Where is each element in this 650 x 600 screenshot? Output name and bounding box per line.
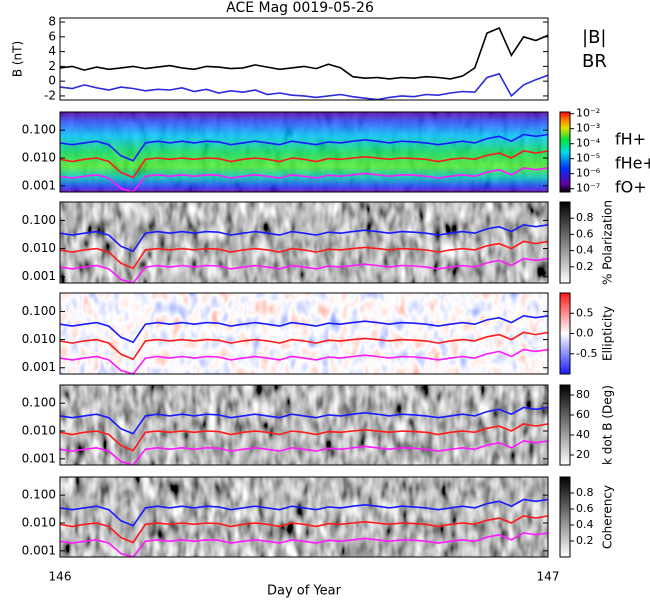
colorbar-tick-label: 80	[576, 388, 590, 401]
data-line	[60, 72, 548, 100]
y-tick-label: 0.100	[22, 396, 56, 410]
y-tick-label: 0.001	[22, 178, 56, 192]
legend-entry: fH+	[615, 130, 646, 149]
colorbar-tick-label: 0.6	[576, 502, 594, 515]
x-tick-label: 147	[537, 570, 560, 584]
plot-frame	[59, 111, 549, 193]
y-tick-label: -2	[44, 88, 56, 102]
colorbar	[559, 201, 571, 284]
legend-entry: BR	[582, 51, 607, 72]
colorbar-tick-label: 0.8	[576, 486, 594, 499]
colorbar-title: Ellipticity	[601, 306, 615, 361]
data-line	[60, 133, 548, 162]
y-tick-label: 0.001	[22, 269, 56, 283]
data-line	[60, 26, 548, 80]
plot-frame	[59, 292, 549, 375]
data-line	[60, 440, 548, 465]
colorbar-tick-label: 0.2	[576, 260, 594, 273]
y-tick-label: 0.100	[22, 213, 56, 227]
colorbar	[559, 111, 571, 193]
legend-entry: |B|	[582, 27, 606, 48]
y-tick-label: 8	[48, 15, 56, 29]
data-line	[60, 532, 548, 557]
y-tick-label: 0.100	[22, 304, 56, 318]
colorbar-title: k dot B (Deg)	[601, 385, 615, 465]
y-tick-label: 0.100	[22, 488, 56, 502]
data-line	[60, 150, 548, 179]
data-line	[60, 348, 548, 374]
colorbar	[559, 292, 571, 375]
colorbar-tick-label: 10⁻²	[576, 107, 600, 120]
chart-title: ACE Mag 0019-05-26	[226, 0, 374, 16]
y-tick-label: 4	[48, 44, 56, 58]
legend-entry: fO+	[615, 178, 647, 197]
y-tick-label: 0.010	[22, 516, 56, 530]
y-tick-label: 6	[48, 29, 56, 43]
y-axis-title: B (nT)	[11, 41, 25, 77]
y-tick-label: 0.100	[22, 123, 56, 137]
colorbar-tick-label: 10⁻⁶	[576, 167, 601, 180]
y-tick-label: 0.001	[22, 451, 56, 465]
data-line	[60, 331, 548, 361]
y-tick-label: 0.010	[22, 424, 56, 438]
data-line	[60, 167, 548, 192]
colorbar-tick-label: 20	[576, 448, 590, 461]
colorbar-tick-label: 10⁻⁴	[576, 137, 601, 150]
data-line	[60, 423, 548, 452]
colorbar-tick-label: 0.0	[576, 327, 594, 340]
legend-entry: fHe+	[615, 154, 650, 173]
data-line	[60, 240, 548, 270]
colorbar	[559, 476, 571, 558]
data-line	[60, 257, 548, 283]
y-tick-label: 0.001	[22, 543, 56, 557]
colorbar-tick-label: 0.6	[576, 227, 594, 240]
colorbar-tick-label: 0.8	[576, 211, 594, 224]
data-line	[60, 223, 548, 253]
y-tick-label: 0.001	[22, 360, 56, 374]
y-tick-label: 0.010	[22, 151, 56, 165]
plot-frame	[59, 476, 549, 558]
plot-frame	[59, 201, 549, 284]
plot-frame	[59, 17, 549, 101]
colorbar-title: % Polarization	[601, 200, 615, 285]
colorbar-tick-label: 0.4	[576, 244, 594, 257]
colorbar-tick-label: 10⁻⁷	[576, 182, 600, 195]
data-line	[60, 406, 548, 435]
colorbar-tick-label: 0.5	[576, 306, 594, 319]
colorbar-tick-label: 0.4	[576, 518, 594, 531]
data-line	[60, 498, 548, 527]
colorbar-tick-label: 0.2	[576, 534, 594, 547]
colorbar-tick-label: 10⁻⁵	[576, 152, 600, 165]
colorbar-tick-label: 40	[576, 428, 590, 441]
data-line	[60, 515, 548, 544]
x-axis-title: Day of Year	[267, 584, 342, 599]
y-tick-label: 2	[48, 59, 56, 73]
spectrogram-image	[60, 385, 548, 465]
data-line	[60, 314, 548, 344]
colorbar-tick-label: -0.5	[576, 347, 597, 360]
colorbar-tick-label: 10⁻³	[576, 122, 600, 135]
spectrogram-image	[60, 293, 548, 374]
x-tick-label: 146	[49, 570, 72, 584]
colorbar	[559, 384, 571, 466]
spectrogram-texture	[60, 112, 548, 192]
spectrogram-image	[60, 202, 548, 283]
colorbar-tick-label: 60	[576, 408, 590, 421]
colorbar-title: Coherency	[601, 485, 615, 549]
y-tick-label: 0.010	[22, 332, 56, 346]
spectrogram-image	[60, 477, 548, 557]
y-tick-label: 0.010	[22, 241, 56, 255]
y-tick-label: 0	[48, 74, 56, 88]
plot-frame	[59, 384, 549, 466]
